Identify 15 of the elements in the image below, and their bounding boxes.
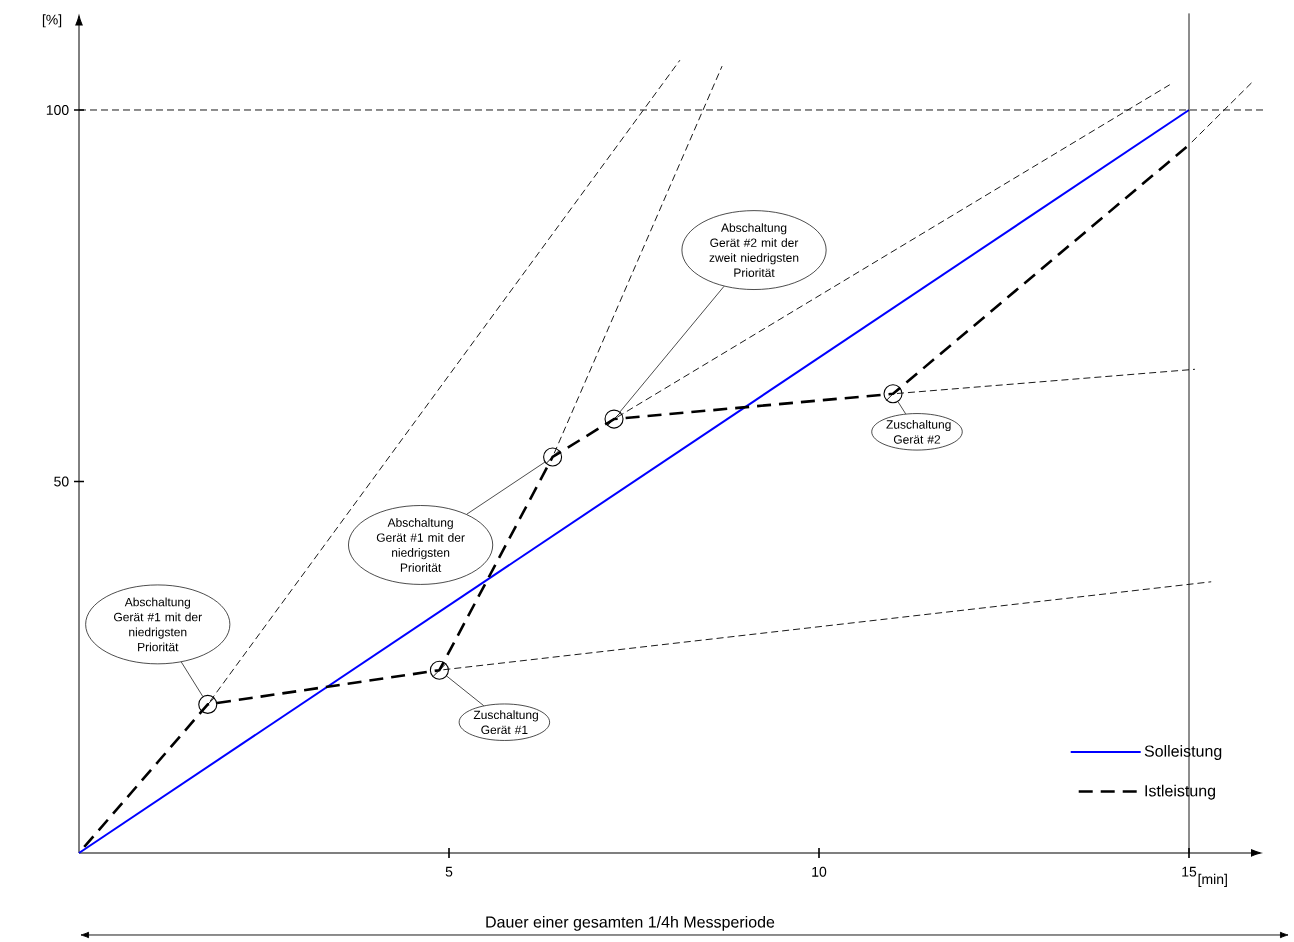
legend-label: Istleistung <box>1145 784 1216 800</box>
x-tick-label: 5 <box>445 866 453 877</box>
text: Dauer einer gesamten 1/4h Messperiode <box>486 915 775 931</box>
legend-label: Solleistung <box>1144 745 1222 760</box>
x-tick-label: 10 <box>812 866 827 877</box>
y-axis-title: [%] <box>42 14 62 28</box>
annotation: Zuschaltung Gerät #2 <box>886 419 951 444</box>
annotation: Abschaltung Gerät #2 mit der zweit niedrigsten Priorität <box>709 223 799 277</box>
y-tick-label: 50 <box>54 476 69 487</box>
annotation: Zuschaltung Gerät #1 <box>473 710 538 735</box>
y-tick-label: 100 <box>46 105 69 115</box>
annotation: Abschaltung Gerät #1 mit der niedrigsten Priorität <box>114 597 202 652</box>
annotation: Abschaltung Gerät #1 mit der niedrigsten Priorität <box>376 518 465 572</box>
x-axis-title: [min] <box>1198 873 1227 887</box>
x-tick-label: 15 <box>1182 866 1197 877</box>
